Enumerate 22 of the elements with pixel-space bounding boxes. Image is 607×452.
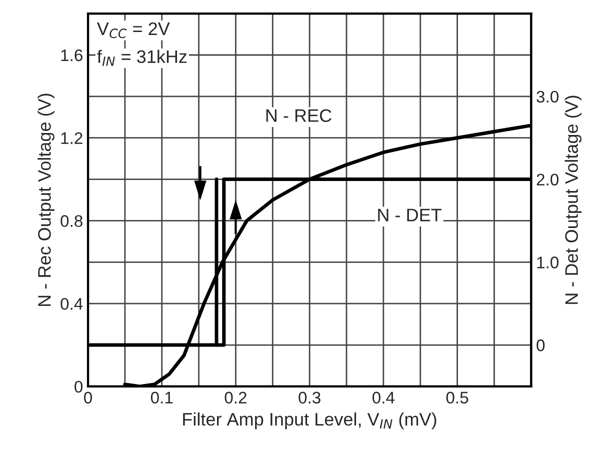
- x-tick-label: 0.1: [150, 392, 173, 404]
- x-axis-title: Filter Amp Input Level, V$_{IN}$ (mV): [183, 412, 436, 430]
- y2-tick-label: 1.0: [537, 256, 559, 268]
- annotation: V$_{CC}$ = 2V: [96, 22, 170, 38]
- annotation: f$_{IN}$ = 31kHz: [97, 50, 187, 66]
- y2-tick-label: 3.0: [536, 90, 559, 103]
- y-axis-title: N - Rec Output Voltage (V): [38, 94, 54, 306]
- text: N - REC: [266, 109, 332, 122]
- x-tick-label: 0.2: [224, 392, 246, 404]
- y-tick-label: 1.6: [61, 49, 82, 62]
- y-tick-label: 0: [74, 380, 83, 393]
- y2-tick-label: 0: [536, 339, 545, 352]
- y2-axis-title: N - Det Output Voltage (V): [564, 96, 582, 304]
- x-tick-label: 0: [84, 392, 92, 404]
- x-tick-label: 0.5: [446, 392, 468, 404]
- y-tick-label: 0.8: [60, 215, 82, 227]
- x-tick-label: 0.3: [298, 392, 320, 404]
- y-tick-label: 0.4: [60, 298, 83, 310]
- x-tick-label: 0.4: [372, 392, 395, 404]
- y-tick-label: 1.2: [61, 132, 82, 144]
- y2-tick-label: 2.0: [536, 174, 559, 186]
- series-label: N - DET: [378, 208, 442, 222]
